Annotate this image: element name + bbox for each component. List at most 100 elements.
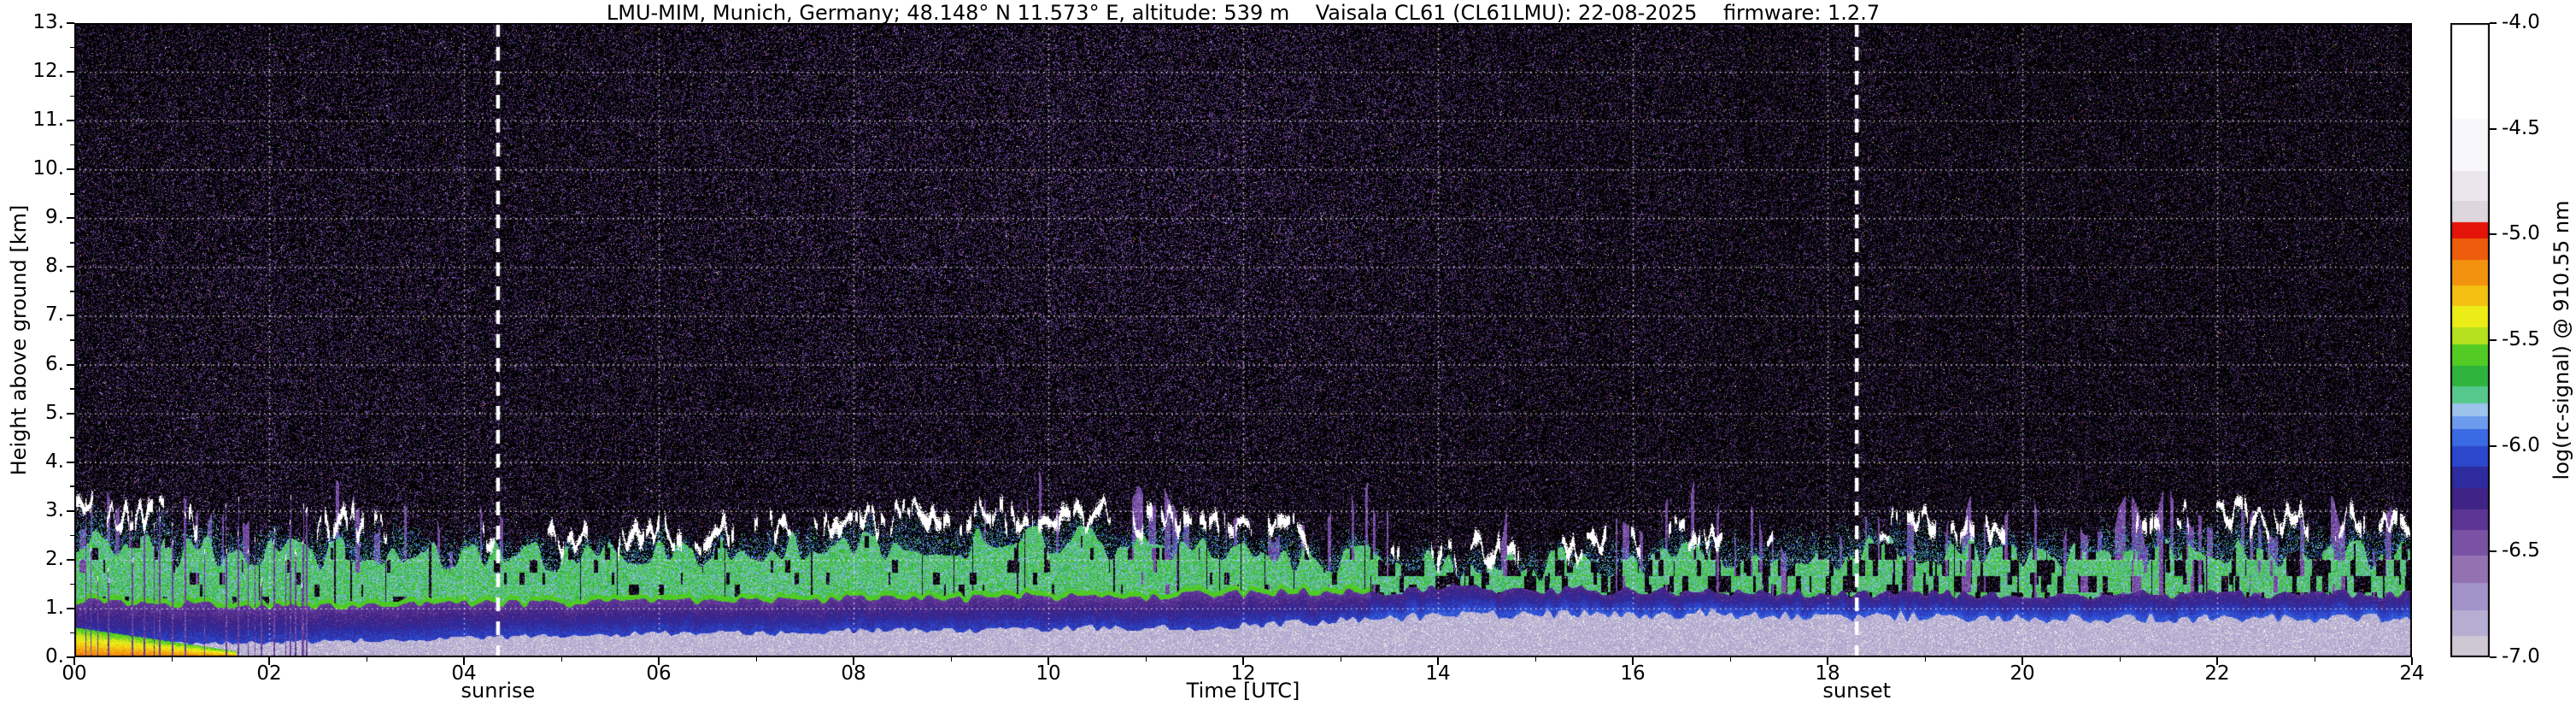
- x-tick-mark: [268, 657, 270, 665]
- colorbar-tick-label: -5.0: [2502, 222, 2540, 245]
- colorbar-tick-mark: [2490, 127, 2497, 130]
- y-tick-mark: [67, 461, 74, 463]
- x-tick-label: 14: [1425, 662, 1451, 685]
- y-tick-label: 13.: [32, 11, 64, 33]
- colorbar-tick-mark: [2490, 22, 2497, 24]
- y-axis-label: Height above ground [km]: [7, 204, 31, 476]
- y-minor-tick-mark: [70, 46, 74, 49]
- x-tick-label: 10: [1036, 662, 1061, 685]
- heatmap-plot-area: [74, 23, 2412, 657]
- colorbar-tick-label: -4.5: [2502, 116, 2540, 139]
- x-tick-label: 24: [2399, 662, 2425, 685]
- x-tick-mark: [73, 657, 75, 665]
- y-minor-tick-mark: [70, 193, 74, 195]
- x-tick-mark: [463, 657, 465, 665]
- y-tick-mark: [67, 363, 74, 366]
- colorbar-tick-label: -7.0: [2502, 645, 2540, 668]
- x-tick-label: 08: [841, 662, 866, 685]
- y-tick-label: 11.: [32, 109, 64, 132]
- x-tick-label: 22: [2204, 662, 2230, 685]
- x-tick-mark: [853, 657, 854, 665]
- sunset-label: sunset: [1822, 679, 1891, 703]
- x-tick-mark: [658, 657, 660, 665]
- sunrise-label: sunrise: [461, 679, 536, 703]
- y-minor-tick-mark: [70, 388, 74, 390]
- x-minor-tick-mark: [366, 657, 367, 662]
- y-minor-tick-mark: [70, 291, 74, 292]
- y-tick-mark: [67, 509, 74, 512]
- x-tick-mark: [2216, 657, 2218, 665]
- y-tick-label: 12.: [32, 60, 64, 83]
- y-minor-tick-mark: [70, 437, 74, 438]
- colorbar-tick-label: -5.5: [2502, 328, 2540, 350]
- y-tick-label: 9.: [45, 206, 64, 229]
- y-tick-mark: [67, 22, 74, 24]
- y-tick-label: 10.: [32, 157, 64, 180]
- x-minor-tick-mark: [171, 657, 173, 662]
- x-tick-label: 20: [2010, 662, 2035, 685]
- y-minor-tick-mark: [70, 632, 74, 634]
- colorbar-tick-label: -6.5: [2502, 539, 2540, 562]
- y-minor-tick-mark: [70, 485, 74, 487]
- x-tick-mark: [1437, 657, 1439, 665]
- y-tick-label: 1.: [45, 596, 64, 619]
- plot-title: LMU-MIM, Munich, Germany; 48.148° N 11.5…: [606, 1, 1881, 25]
- y-tick-mark: [67, 607, 74, 609]
- y-tick-label: 6.: [45, 352, 64, 375]
- x-tick-mark: [2021, 657, 2023, 665]
- x-minor-tick-mark: [1340, 657, 1341, 662]
- y-minor-tick-mark: [70, 583, 74, 585]
- y-tick-label: 8.: [45, 255, 64, 278]
- colorbar-tick-mark: [2490, 550, 2497, 553]
- x-tick-label: 16: [1620, 662, 1646, 685]
- y-minor-tick-mark: [70, 339, 74, 341]
- colorbar-tick-mark: [2490, 444, 2497, 447]
- x-tick-label: 06: [646, 662, 672, 685]
- x-tick-label: 02: [256, 662, 282, 685]
- x-minor-tick-mark: [2119, 657, 2121, 662]
- x-minor-tick-mark: [950, 657, 952, 662]
- y-minor-tick-mark: [70, 242, 74, 244]
- colorbar-tick-label: -6.0: [2502, 433, 2540, 456]
- x-minor-tick-mark: [1729, 657, 1731, 662]
- y-minor-tick-mark: [70, 144, 74, 146]
- y-tick-mark: [67, 412, 74, 415]
- y-tick-mark: [67, 71, 74, 74]
- y-tick-mark: [67, 558, 74, 561]
- y-tick-mark: [67, 217, 74, 220]
- x-tick-label: 12: [1230, 662, 1256, 685]
- colorbar: [2450, 23, 2490, 657]
- x-axis-label: Time [UTC]: [1186, 679, 1300, 703]
- x-tick-mark: [1632, 657, 1634, 665]
- x-tick-mark: [1827, 657, 1828, 665]
- y-tick-label: 5.: [45, 401, 64, 424]
- y-tick-label: 3.: [45, 498, 64, 521]
- colorbar-tick-mark: [2490, 656, 2497, 658]
- y-tick-mark: [67, 656, 74, 658]
- colorbar-tick-mark: [2490, 233, 2497, 236]
- x-minor-tick-mark: [1145, 657, 1147, 662]
- x-tick-label: 04: [451, 662, 477, 685]
- y-minor-tick-mark: [70, 95, 74, 97]
- x-minor-tick-mark: [1924, 657, 1926, 662]
- y-tick-mark: [67, 266, 74, 268]
- y-tick-mark: [67, 168, 74, 171]
- y-tick-mark: [67, 315, 74, 317]
- y-minor-tick-mark: [70, 534, 74, 537]
- y-tick-label: 2.: [45, 547, 64, 570]
- x-tick-label: 18: [1815, 662, 1840, 685]
- x-minor-tick-mark: [1534, 657, 1536, 662]
- y-tick-label: 4.: [45, 450, 64, 473]
- x-tick-mark: [2411, 657, 2413, 665]
- y-tick-label: 0.: [45, 645, 64, 668]
- x-minor-tick-mark: [2314, 657, 2315, 662]
- x-minor-tick-mark: [755, 657, 757, 662]
- colorbar-tick-label: -4.0: [2502, 11, 2540, 33]
- x-minor-tick-mark: [560, 657, 562, 662]
- y-tick-mark: [67, 120, 74, 122]
- x-tick-mark: [1047, 657, 1049, 665]
- x-tick-mark: [1242, 657, 1244, 665]
- x-tick-label: 00: [62, 662, 87, 685]
- y-tick-label: 7.: [45, 303, 64, 327]
